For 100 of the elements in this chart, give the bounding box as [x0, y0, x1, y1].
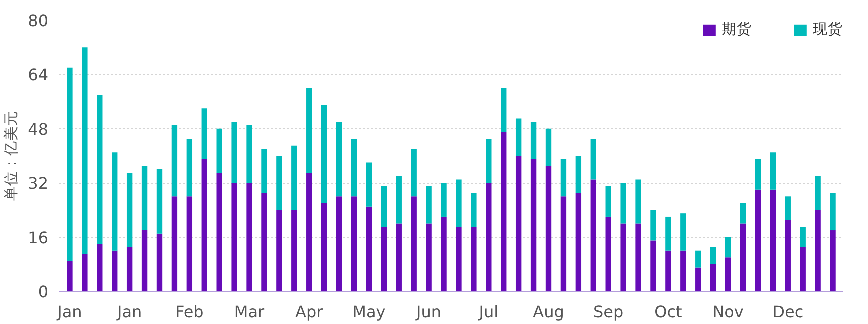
bar: [560, 196, 567, 292]
y-axis-title: 单位：亿美元: [3, 111, 20, 201]
bar: [486, 183, 492, 292]
bar: [112, 250, 118, 292]
bar: [530, 122, 537, 160]
bar: [306, 172, 312, 292]
bar: [126, 247, 133, 292]
y-tick-label: 48: [28, 120, 48, 139]
bar: [725, 258, 732, 292]
bar: [471, 193, 477, 228]
bar: [650, 240, 656, 292]
bar: [620, 224, 626, 292]
bar: [471, 227, 477, 292]
bar: [82, 48, 88, 254]
bar: [755, 159, 762, 190]
bar: [156, 234, 163, 292]
x-tick-label: Jan: [56, 302, 82, 322]
bar: [292, 146, 298, 210]
bar: [456, 180, 462, 228]
bar: [441, 216, 447, 292]
legend-label: 期货: [722, 20, 752, 39]
bar: [381, 186, 388, 228]
x-tick-label: Sep: [594, 302, 624, 322]
bar: [800, 227, 806, 248]
bar: [546, 166, 552, 292]
x-tick-label: Aug: [533, 302, 564, 322]
bar: [292, 210, 298, 292]
bar: [336, 122, 342, 197]
bar: [67, 68, 73, 262]
bar: [740, 203, 746, 224]
bar: [156, 170, 163, 234]
bar: [306, 88, 312, 173]
x-tick-label: May: [352, 302, 386, 322]
bar: [381, 227, 388, 292]
x-tick-label: Jun: [416, 302, 442, 322]
bar: [202, 108, 208, 160]
bar: [576, 193, 582, 292]
y-tick-label: 0: [38, 282, 49, 302]
bar: [636, 224, 642, 292]
bar: [740, 224, 746, 292]
bar: [441, 183, 447, 217]
bar: [560, 159, 567, 197]
x-tick-label: Nov: [712, 302, 744, 322]
bar: [142, 166, 148, 231]
bar: [696, 250, 702, 268]
bar: [142, 230, 148, 292]
bar: [770, 152, 776, 190]
bar: [67, 261, 73, 292]
y-tick-label: 80: [28, 12, 48, 30]
bar: [97, 95, 103, 244]
x-tick-label: Jul: [478, 302, 499, 322]
bar: [800, 247, 806, 292]
bar: [276, 156, 282, 210]
legend-label: 现货: [813, 20, 843, 39]
bar: [396, 176, 402, 224]
bar: [216, 128, 222, 173]
bar: [172, 196, 178, 292]
bar: [426, 224, 432, 292]
bar: [336, 196, 342, 292]
bar: [770, 190, 776, 292]
x-tick-label: Dec: [772, 302, 804, 322]
bar: [351, 196, 358, 292]
bar: [97, 244, 103, 292]
x-tick-label: Jan: [116, 302, 142, 322]
bar: [830, 193, 836, 231]
bar: [501, 88, 507, 132]
bar: [411, 196, 417, 292]
bar: [456, 227, 462, 292]
bar: [546, 128, 552, 166]
bar: [186, 196, 193, 292]
bar: [411, 149, 417, 197]
bar: [636, 180, 642, 224]
bar: [246, 126, 252, 184]
bar: [82, 254, 88, 292]
bar: [172, 126, 178, 197]
bar: [351, 139, 358, 197]
bar: [590, 180, 596, 292]
bar: [785, 196, 791, 220]
y-tick-label: 32: [28, 174, 48, 194]
bar: [516, 118, 522, 156]
bar: [112, 152, 118, 251]
bar: [202, 159, 208, 292]
bar: [666, 250, 672, 292]
bar: [262, 149, 268, 194]
bar: [650, 210, 656, 241]
bar: [830, 230, 836, 292]
bar: [366, 206, 372, 292]
bar: [276, 210, 282, 292]
bar: [216, 172, 222, 292]
bar: [126, 172, 133, 248]
bar: [396, 224, 402, 292]
bar: [321, 203, 328, 292]
x-tick-label: Apr: [296, 302, 324, 322]
bar: [516, 156, 522, 292]
x-tick-label: Oct: [654, 302, 682, 322]
bar: [680, 214, 686, 251]
bar: [755, 190, 762, 292]
bar: [366, 162, 372, 207]
bar: [530, 159, 537, 292]
bar: [666, 216, 672, 251]
